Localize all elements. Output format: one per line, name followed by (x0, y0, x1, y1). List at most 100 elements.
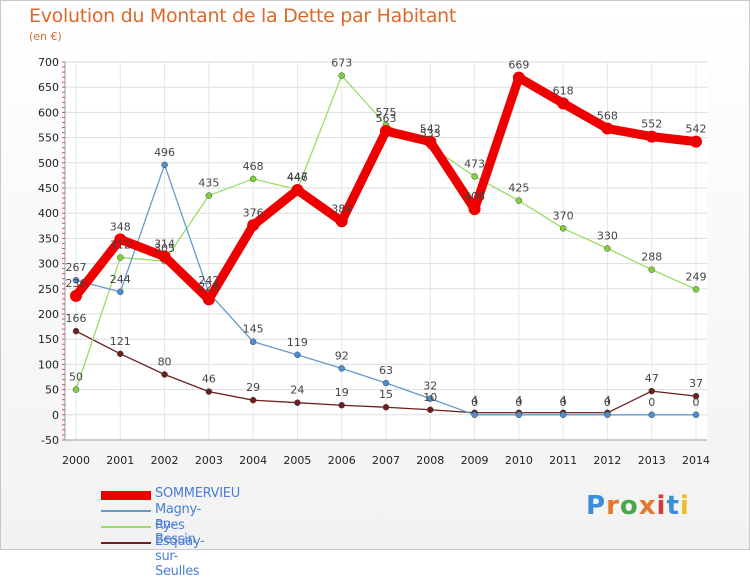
data-point (515, 197, 523, 204)
y-tick-label: 500 (38, 157, 59, 170)
data-label: 575 (376, 106, 397, 119)
x-tick-label: 2014 (682, 454, 710, 467)
legend-swatch (101, 490, 151, 500)
data-label: 244 (110, 273, 131, 286)
data-label: 63 (379, 364, 393, 377)
data-point (648, 411, 655, 419)
data-label: 408 (464, 190, 485, 203)
data-point (424, 135, 437, 148)
y-tick-label: 100 (38, 358, 59, 371)
data-label: 305 (154, 242, 175, 255)
data-point (117, 350, 124, 358)
data-label: 29 (246, 381, 260, 394)
data-label: 0 (471, 396, 478, 409)
data-label: 314 (154, 238, 175, 251)
y-tick-label: 150 (38, 333, 59, 346)
x-tick-label: 2004 (239, 454, 267, 467)
data-label: 618 (553, 84, 574, 97)
legend-swatch (101, 526, 151, 528)
data-point (382, 403, 390, 411)
x-tick-label: 2010 (505, 454, 533, 467)
data-point (648, 387, 655, 395)
data-point (645, 130, 658, 143)
logo-letter: x (638, 491, 657, 521)
y-tick-label: 550 (38, 132, 59, 145)
data-label: 496 (154, 146, 175, 159)
data-label: 32 (423, 380, 437, 393)
data-label: 468 (243, 160, 264, 173)
data-point (380, 125, 392, 138)
series-layer (70, 71, 702, 419)
y-tick-label: 700 (38, 56, 59, 69)
data-point (690, 135, 702, 148)
legend-swatch (101, 542, 151, 544)
data-label: 542 (686, 123, 707, 136)
data-label: 92 (335, 349, 349, 362)
chart-title: Evolution du Montant de la Dette par Hab… (29, 5, 457, 27)
data-label: 19 (335, 386, 349, 399)
data-label: 46 (202, 373, 216, 386)
data-point (117, 254, 124, 261)
data-point (604, 245, 611, 252)
data-label: 435 (198, 177, 219, 190)
data-point (559, 411, 567, 419)
data-point (247, 219, 260, 232)
data-label: 288 (641, 251, 662, 264)
data-label: 425 (508, 182, 529, 195)
x-tick-label: 2009 (461, 454, 489, 467)
proxiti-logo: Proxiti (586, 491, 690, 521)
y-tick-label: 200 (38, 308, 59, 321)
data-label: 4 (515, 394, 522, 407)
data-point (205, 192, 213, 199)
y-tick-label: 350 (38, 232, 59, 245)
data-point (70, 289, 82, 302)
data-point (202, 293, 215, 306)
x-tick-label: 2000 (62, 454, 90, 467)
data-point (471, 411, 478, 419)
x-tick-label: 2008 (416, 454, 444, 467)
data-point (512, 71, 525, 84)
data-label: 0 (604, 396, 611, 409)
logo-letter: o (619, 491, 639, 521)
data-point (427, 395, 434, 402)
data-label: 249 (686, 270, 707, 283)
data-label: 348 (110, 220, 131, 233)
data-point (604, 411, 611, 419)
data-point (471, 173, 478, 180)
data-label: 50 (69, 371, 83, 384)
data-label: 0 (693, 396, 700, 409)
data-label: 0 (515, 396, 522, 409)
data-point (338, 365, 345, 372)
data-point (72, 386, 80, 393)
data-label: 447 (287, 171, 308, 184)
data-point (382, 379, 390, 387)
data-label: 542 (420, 123, 441, 136)
data-point (72, 327, 80, 335)
data-point (601, 122, 614, 135)
data-label: 0 (648, 396, 655, 409)
data-label: 166 (66, 312, 87, 325)
data-label: 4 (604, 394, 611, 407)
data-label: 568 (597, 110, 618, 123)
data-point (692, 411, 700, 419)
data-point (291, 184, 304, 197)
y-tick-label: 300 (38, 258, 59, 271)
data-label: 242 (198, 274, 219, 287)
legend-label: Magny-en-Bessin (155, 502, 202, 547)
x-tick-label: 2001 (106, 454, 134, 467)
data-label: 312 (110, 239, 131, 252)
data-label: 236 (66, 277, 87, 290)
data-point (692, 392, 700, 400)
data-label: 552 (641, 118, 662, 131)
logo-letter: P (586, 491, 607, 521)
data-point (515, 411, 523, 419)
data-label: 119 (287, 336, 308, 349)
logo-letter: t (666, 491, 680, 521)
y-tick-label: 600 (38, 106, 59, 119)
y-tick-label: 250 (38, 283, 59, 296)
legend-swatch (101, 510, 151, 512)
x-tick-label: 2013 (638, 454, 666, 467)
x-tick-label: 2003 (195, 454, 223, 467)
data-point (72, 276, 80, 284)
